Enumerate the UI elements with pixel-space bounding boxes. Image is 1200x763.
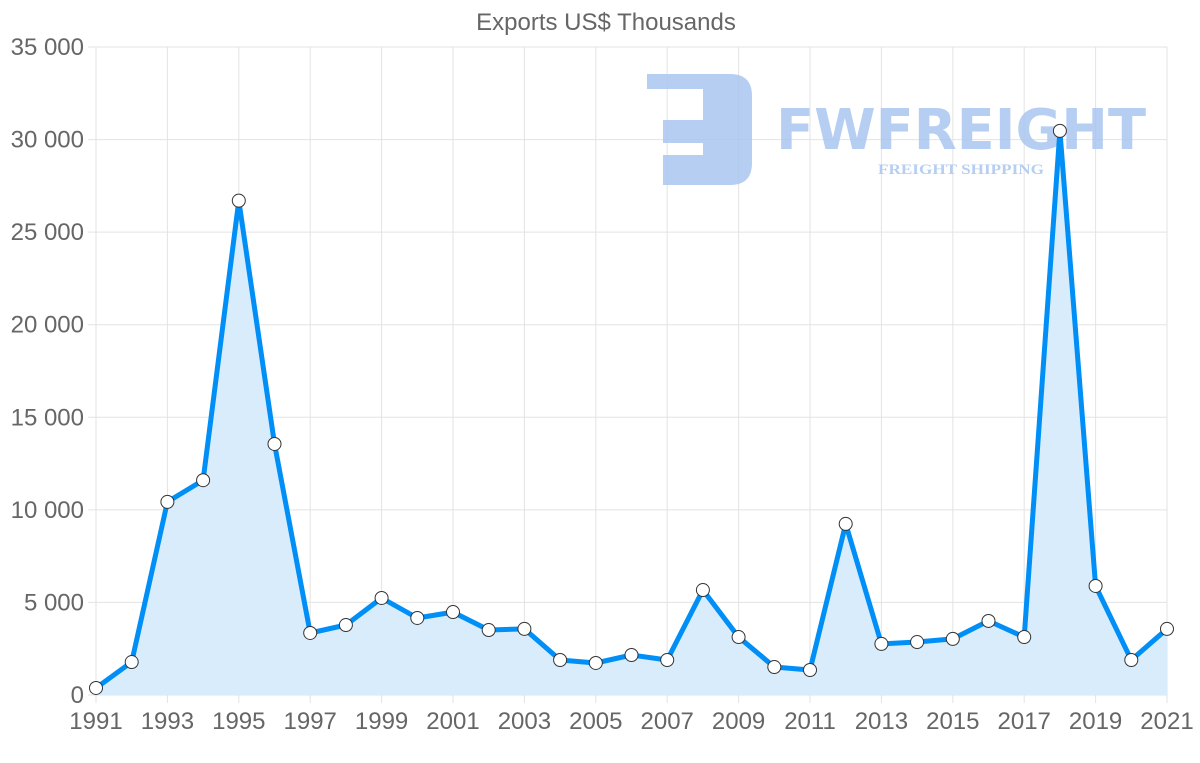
y-axis-ticks: 0 5 000 10 000 15 000 20 000 25 000 30 000 35 0… bbox=[11, 34, 84, 709]
logo-mark-icon bbox=[647, 74, 752, 185]
series-points bbox=[89, 123, 1174, 695]
x-tick-label: 2001 bbox=[426, 708, 479, 735]
data-point bbox=[89, 680, 103, 695]
data-point bbox=[945, 631, 960, 646]
watermark-tagline: FREIGHT SHIPPING bbox=[878, 162, 1044, 178]
x-tick-label: 2019 bbox=[1069, 708, 1122, 735]
x-tick-label: 2017 bbox=[998, 708, 1051, 735]
y-tick-label: 0 bbox=[71, 682, 84, 709]
data-point bbox=[1052, 123, 1067, 138]
x-tick-label: 2011 bbox=[784, 708, 836, 735]
data-point bbox=[446, 605, 460, 620]
x-axis-ticks: 1991 1993 1995 1997 1999 2001 2003 2005 2007 2009… bbox=[69, 708, 1193, 735]
data-point bbox=[588, 655, 603, 670]
data-point bbox=[481, 623, 496, 638]
data-point bbox=[160, 494, 175, 509]
x-tick-label: 2003 bbox=[498, 708, 551, 735]
x-tick-label: 1993 bbox=[141, 708, 194, 735]
data-point bbox=[874, 636, 889, 651]
x-tick-label: 1997 bbox=[284, 708, 337, 735]
data-point bbox=[231, 193, 246, 208]
y-tick-label: 25 000 bbox=[11, 219, 84, 246]
series-area bbox=[96, 130, 1167, 695]
x-tick-label: 1991 bbox=[69, 708, 122, 735]
data-point bbox=[124, 655, 139, 670]
data-point bbox=[196, 473, 211, 488]
data-point bbox=[410, 610, 425, 625]
y-tick-label: 30 000 bbox=[11, 127, 84, 154]
data-point bbox=[767, 660, 782, 675]
data-point bbox=[660, 653, 675, 668]
data-point bbox=[981, 613, 996, 628]
x-tick-label: 2013 bbox=[855, 708, 908, 735]
watermark-brand: FWFREIGHT bbox=[776, 98, 1146, 163]
data-point bbox=[1088, 578, 1103, 593]
data-point bbox=[695, 583, 710, 598]
x-tick-label: 2009 bbox=[712, 708, 765, 735]
y-tick-label: 20 000 bbox=[11, 312, 84, 339]
data-point bbox=[910, 635, 925, 650]
data-point bbox=[303, 625, 318, 640]
x-tick-label: 1995 bbox=[212, 708, 265, 735]
data-point bbox=[1160, 621, 1174, 636]
data-point bbox=[267, 436, 282, 451]
y-tick-label: 35 000 bbox=[11, 34, 84, 61]
data-point bbox=[517, 621, 532, 636]
data-point bbox=[624, 648, 639, 663]
data-point bbox=[731, 630, 746, 645]
x-tick-label: 2005 bbox=[569, 708, 622, 735]
fwfreight-logo-watermark: FWFREIGHT FREIGHT SHIPPING bbox=[647, 74, 1146, 185]
area-fill bbox=[96, 130, 1167, 695]
x-tick-label: 2021 bbox=[1140, 708, 1193, 735]
data-point bbox=[838, 516, 853, 531]
data-point bbox=[1124, 653, 1139, 668]
data-point bbox=[338, 618, 353, 633]
x-tick-label: 2007 bbox=[641, 708, 694, 735]
data-point bbox=[803, 663, 817, 678]
x-tick-label: 2015 bbox=[926, 708, 979, 735]
chart-title: Exports US$ Thousands bbox=[476, 9, 736, 36]
x-tick-label: 1999 bbox=[355, 708, 408, 735]
y-tick-label: 15 000 bbox=[11, 404, 84, 431]
data-point bbox=[1017, 630, 1032, 645]
data-point bbox=[374, 590, 389, 605]
data-point bbox=[553, 653, 568, 668]
y-tick-label: 5 000 bbox=[24, 589, 84, 616]
y-tick-label: 10 000 bbox=[11, 497, 84, 524]
